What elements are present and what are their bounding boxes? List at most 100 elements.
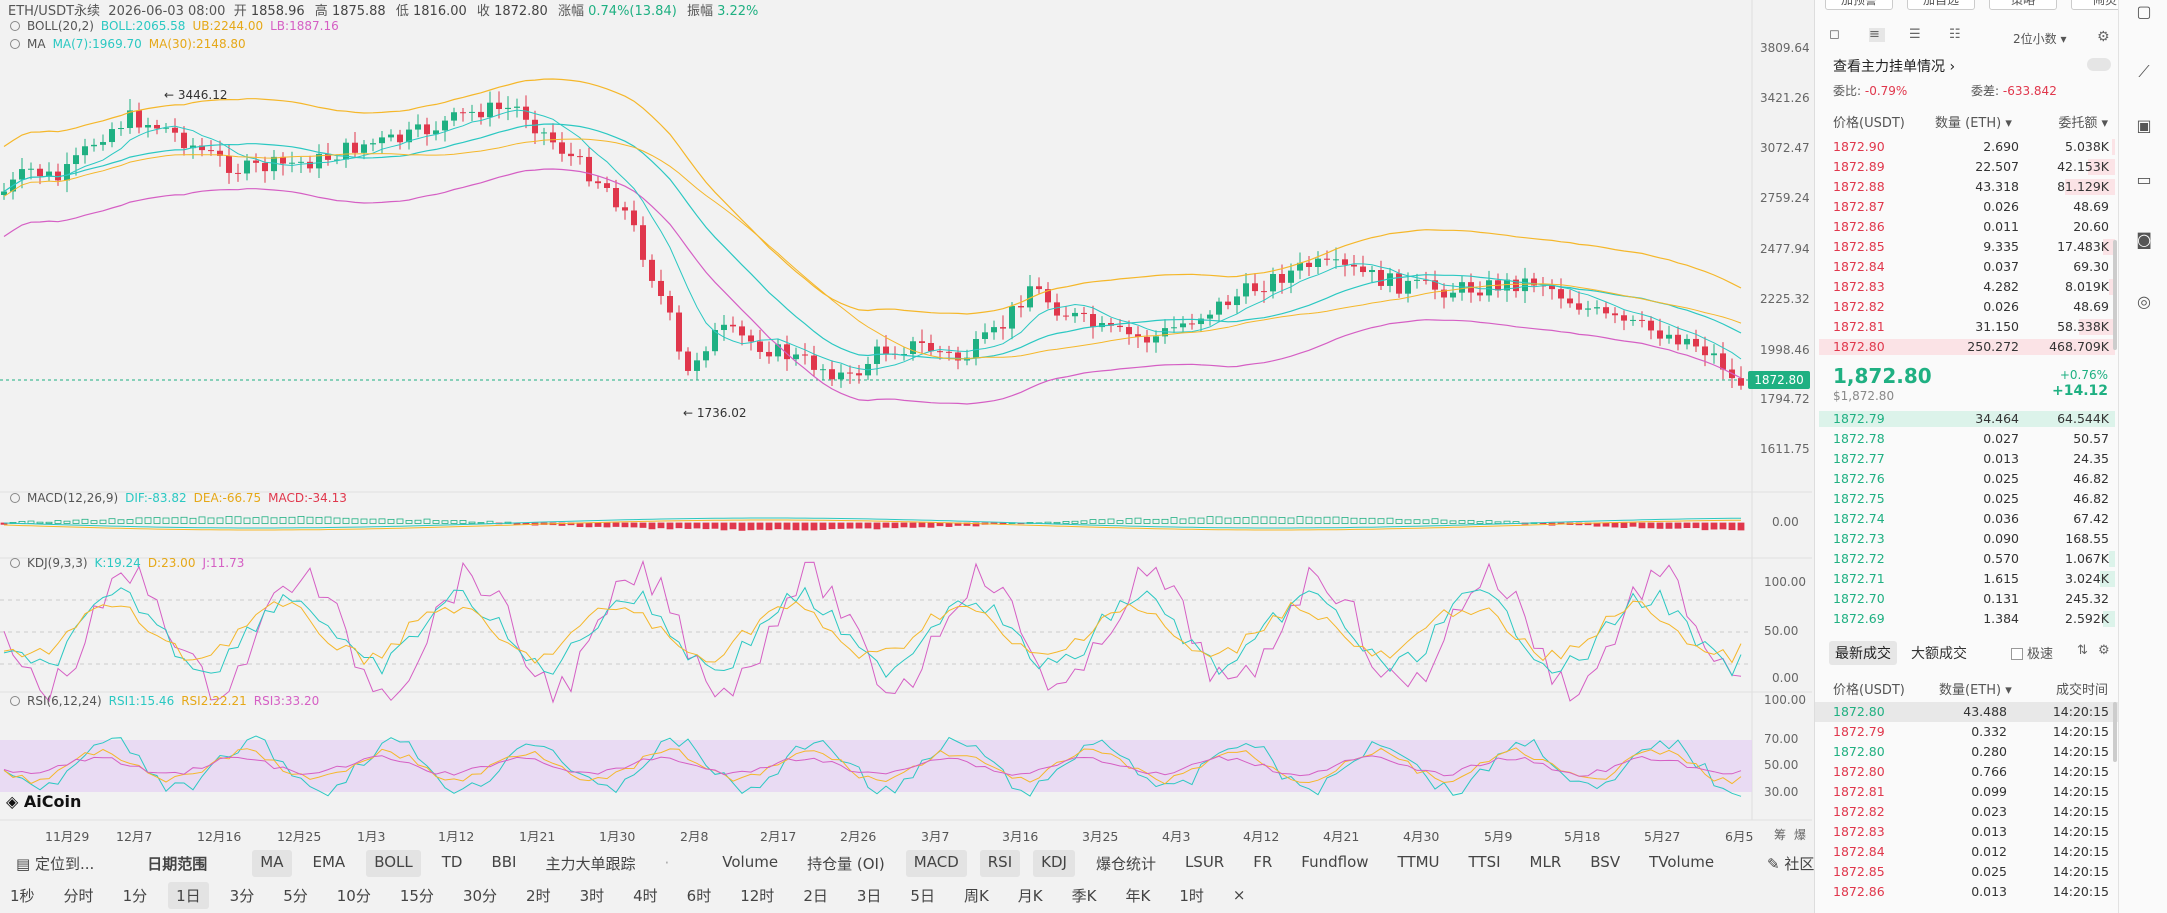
locate-button[interactable]: ▤ 定位到... xyxy=(16,854,95,873)
amount-header[interactable]: 委托额 ▾ xyxy=(2058,116,2108,131)
fast-mode[interactable]: 极速 xyxy=(2011,643,2053,662)
ask-row[interactable]: 1872.90 2.690 5.038K xyxy=(1815,137,2119,157)
interval-18[interactable]: 月K xyxy=(1017,886,1043,905)
ask-row[interactable]: 1872.87 0.026 48.69 xyxy=(1815,197,2119,217)
settings-icon[interactable]: ⚙ xyxy=(2098,643,2110,658)
sub-indicator-2[interactable]: MACD xyxy=(905,849,967,877)
orderbook-scrollbar[interactable] xyxy=(2113,240,2117,350)
interval-1[interactable]: 分时 xyxy=(63,886,94,905)
top-button-2[interactable]: 策略 xyxy=(1989,0,2057,10)
tab-large-trades[interactable]: 大额成交 xyxy=(1911,646,1967,662)
filter-icon[interactable]: ⇅ xyxy=(2077,643,2088,658)
interval-6[interactable]: 10分 xyxy=(336,886,371,905)
interval-11[interactable]: 4时 xyxy=(633,886,658,905)
sub-indicator-12[interactable]: BSV xyxy=(1590,852,1621,871)
main-indicator-3[interactable]: TD xyxy=(441,852,463,871)
sub-indicator-6[interactable]: LSUR xyxy=(1184,852,1225,871)
sub-indicator-8[interactable]: Fundflow xyxy=(1301,852,1369,871)
interval-20[interactable]: 年K xyxy=(1125,886,1151,905)
sub-indicator-0[interactable]: Volume xyxy=(722,852,779,871)
view-main-orders-link[interactable]: 查看主力挂单情况 › xyxy=(1833,59,1956,75)
ask-row[interactable]: 1872.86 0.011 20.60 xyxy=(1815,217,2119,237)
sub-indicator-11[interactable]: MLR xyxy=(1529,852,1562,871)
bookmark-icon[interactable]: ◻ xyxy=(1829,27,1840,42)
bid-row[interactable]: 1872.71 1.615 3.024K xyxy=(1815,569,2119,589)
bid-row[interactable]: 1872.73 0.090 168.55 xyxy=(1815,529,2119,549)
trades-scrollbar[interactable] xyxy=(2113,702,2117,762)
sub-indicator-4[interactable]: KDJ xyxy=(1033,849,1075,877)
interval-12[interactable]: 6时 xyxy=(686,886,712,905)
interval-5[interactable]: 5分 xyxy=(283,886,308,905)
main-indicator-5[interactable]: 主力大单跟踪 xyxy=(545,854,636,873)
history-icon[interactable]: ◎ xyxy=(2137,292,2151,311)
interval-9[interactable]: 2时 xyxy=(526,886,551,905)
interval-13[interactable]: 12时 xyxy=(740,886,775,905)
ask-row[interactable]: 1872.81 31.150 58.338K xyxy=(1815,317,2119,337)
sell-side-icon[interactable]: ☷ xyxy=(1949,27,1961,42)
sub-indicator-9[interactable]: TTMU xyxy=(1397,852,1440,871)
ask-row[interactable]: 1872.88 43.318 81.129K xyxy=(1815,177,2119,197)
chip-label[interactable]: 筹 xyxy=(1774,828,1787,842)
interval-7[interactable]: 15分 xyxy=(399,886,434,905)
robot-icon[interactable]: ◙ xyxy=(2136,230,2152,249)
macd-label[interactable]: MACD(12,26,9) DIF:-83.82 DEA:-66.75 MACD:-3… xyxy=(10,491,354,505)
main-indicator-2[interactable]: BOLL xyxy=(366,849,421,877)
interval-19[interactable]: 季K xyxy=(1071,886,1097,905)
tab-latest-trades[interactable]: 最新成交 xyxy=(1829,641,1897,665)
sub-indicator-3[interactable]: RSI xyxy=(979,849,1021,877)
ask-row[interactable]: 1872.80 250.272 468.709K xyxy=(1815,337,2119,357)
interval-15[interactable]: 3日 xyxy=(856,886,882,905)
interval-17[interactable]: 周K xyxy=(963,886,989,905)
interval-14[interactable]: 2日 xyxy=(803,886,828,905)
bid-row[interactable]: 1872.72 0.570 1.067K xyxy=(1815,549,2119,569)
bid-row[interactable]: 1872.78 0.027 50.57 xyxy=(1815,429,2119,449)
ask-row[interactable]: 1872.83 4.282 8.019K xyxy=(1815,277,2119,297)
bell-icon[interactable] xyxy=(10,493,20,503)
interval-4[interactable]: 3分 xyxy=(229,886,255,905)
wallet-icon[interactable]: ▭ xyxy=(2136,170,2152,189)
sub-indicator-10[interactable]: TTSI xyxy=(1468,852,1501,871)
bell-icon[interactable] xyxy=(10,39,20,49)
bid-row[interactable]: 1872.70 0.131 245.32 xyxy=(1815,589,2119,609)
interval-10[interactable]: 3时 xyxy=(579,886,605,905)
sub-indicator-13[interactable]: TVolume xyxy=(1649,852,1715,871)
chart-area[interactable]: ETH/USDT永续 2026-06-03 08:00 开 1858.96 高 … xyxy=(0,0,1812,844)
interval-0[interactable]: 1秒 xyxy=(10,886,35,905)
interval-2[interactable]: 1分 xyxy=(122,886,148,905)
boll-label[interactable]: BOLL(20,2) BOLL:2065.58 UB:2244.00 LB:1887.… xyxy=(10,19,346,33)
main-indicator-0[interactable]: MA xyxy=(252,849,292,877)
chart-icon[interactable]: ▣ xyxy=(2136,116,2152,135)
ask-row[interactable]: 1872.84 0.037 69.30 xyxy=(1815,257,2119,277)
ma-label[interactable]: MA MA(7):1969.70 MA(30):2148.80 xyxy=(10,37,253,51)
main-indicator-1[interactable]: EMA xyxy=(312,852,346,871)
bid-row[interactable]: 1872.69 1.384 2.592K xyxy=(1815,609,2119,629)
rsi-label[interactable]: RSI(6,12,24) RSI1:15.46 RSI2:22.21 RSI3:33.… xyxy=(10,694,326,708)
fast-checkbox[interactable] xyxy=(2011,648,2023,660)
sub-indicator-7[interactable]: FR xyxy=(1253,852,1273,871)
qty-header[interactable]: 数量 (ETH) ▾ xyxy=(1935,116,2012,131)
kdj-label[interactable]: KDJ(9,3,3) K:19.24 D:23.00 J:11.73 xyxy=(10,556,251,570)
gift-icon[interactable]: ▢ xyxy=(2136,2,2152,21)
bell-icon[interactable] xyxy=(10,558,20,568)
top-button-0[interactable]: 加预警 xyxy=(1825,0,1893,10)
bid-row[interactable]: 1872.74 0.036 67.42 xyxy=(1815,509,2119,529)
collapse-icon[interactable] xyxy=(10,21,20,31)
bid-row[interactable]: 1872.79 34.464 64.544K xyxy=(1815,409,2119,429)
trend-icon[interactable]: ⟋ xyxy=(2138,62,2150,81)
interval-3[interactable]: 1日 xyxy=(168,881,209,909)
main-indicator-4[interactable]: BBI xyxy=(491,852,517,871)
gear-icon[interactable]: ⚙ xyxy=(2097,29,2110,45)
ask-row[interactable]: 1872.85 9.335 17.483K xyxy=(1815,237,2119,257)
sub-indicator-1[interactable]: 持仓量 (OI) xyxy=(807,854,885,873)
interval-8[interactable]: 30分 xyxy=(462,886,498,905)
ask-row[interactable]: 1872.89 22.507 42.153K xyxy=(1815,157,2119,177)
both-side-icon[interactable]: ≡ xyxy=(1869,28,1885,42)
date-range-button[interactable]: 日期范围 xyxy=(147,854,208,873)
buy-side-icon[interactable]: ☰ xyxy=(1909,27,1921,42)
interval-21[interactable]: 1时 xyxy=(1179,886,1204,905)
liquidation-label[interactable]: 爆 xyxy=(1794,828,1807,842)
bell-icon[interactable] xyxy=(10,696,20,706)
bid-row[interactable]: 1872.75 0.025 46.82 xyxy=(1815,489,2119,509)
bid-row[interactable]: 1872.77 0.013 24.35 xyxy=(1815,449,2119,469)
top-button-1[interactable]: 加自选 xyxy=(1907,0,1975,10)
